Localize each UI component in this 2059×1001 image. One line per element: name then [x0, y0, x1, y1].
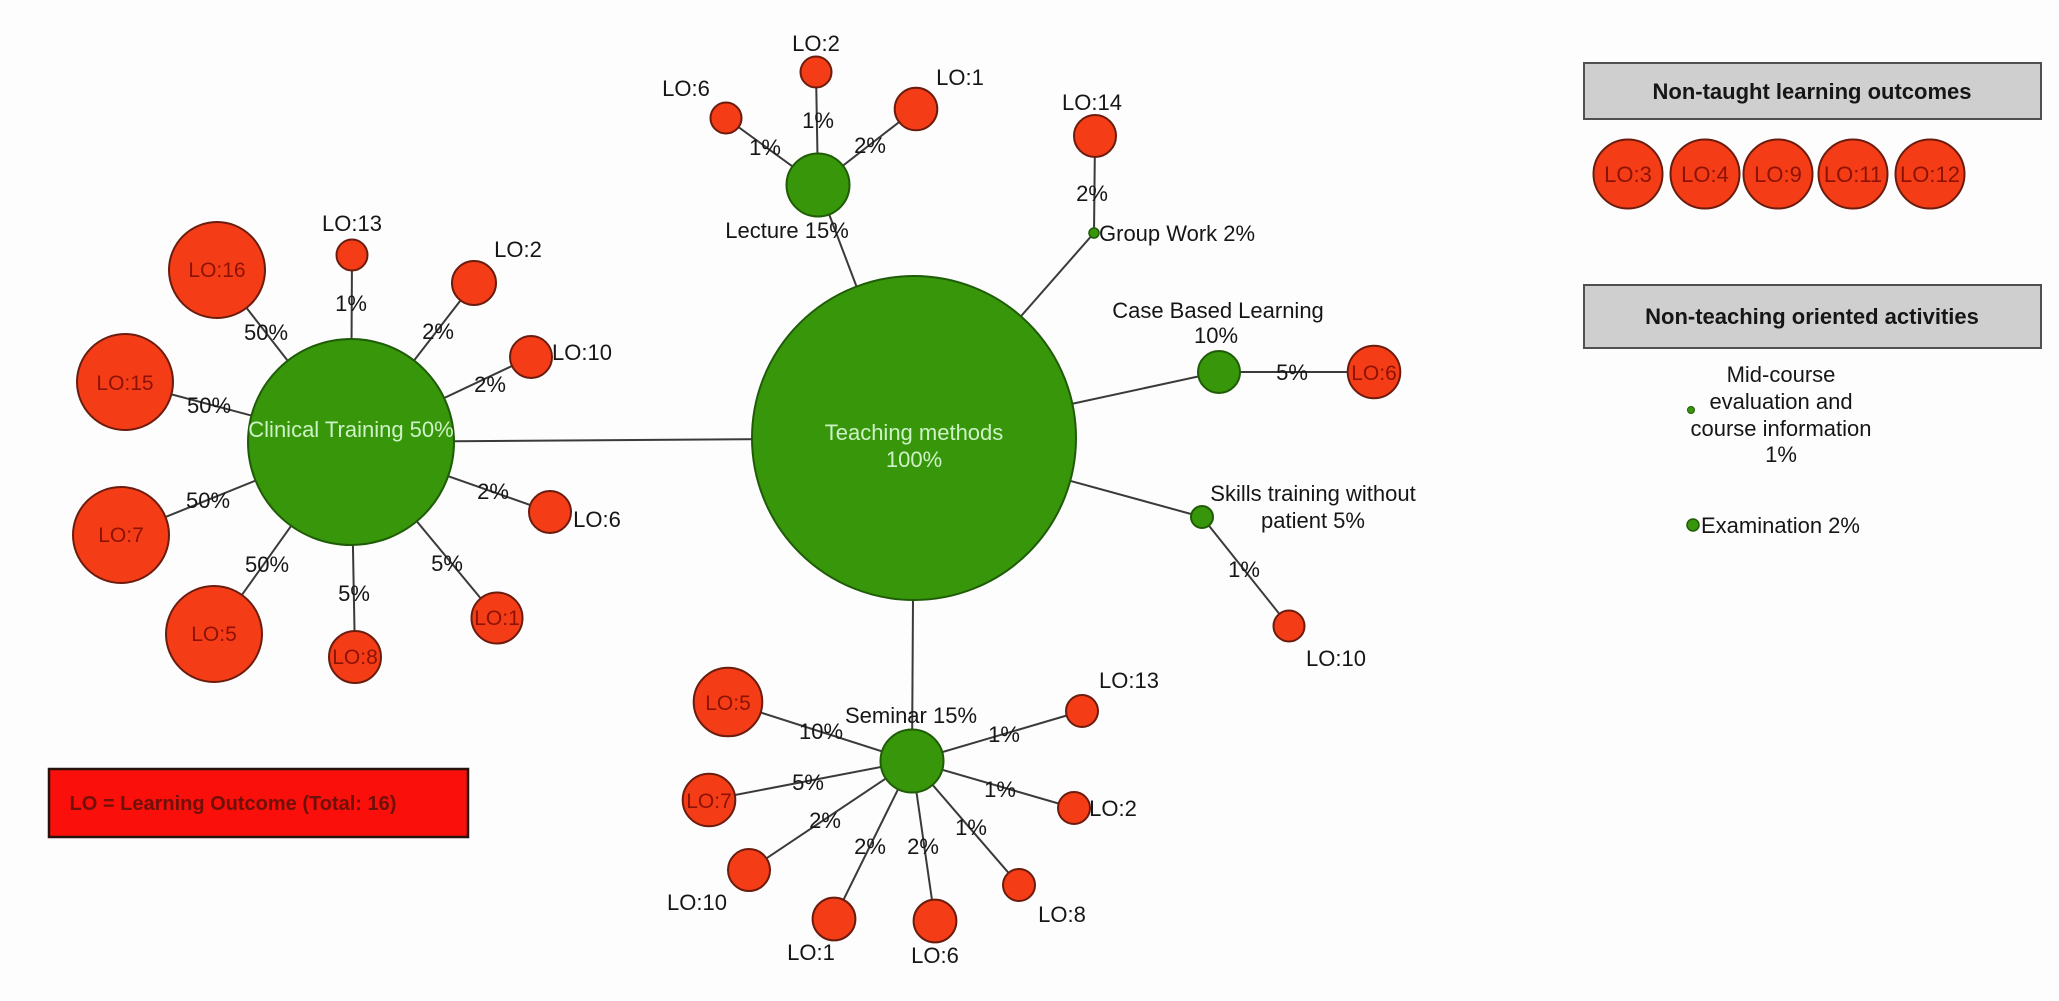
- svg-text:LO:1: LO:1: [787, 940, 835, 965]
- svg-text:LO:8: LO:8: [332, 646, 378, 669]
- svg-text:LO:6: LO:6: [911, 943, 959, 968]
- svg-text:LO:1: LO:1: [474, 607, 520, 630]
- svg-text:1%: 1%: [1228, 557, 1260, 582]
- svg-text:50%: 50%: [187, 393, 231, 418]
- svg-text:LO:10: LO:10: [1306, 646, 1366, 671]
- svg-text:1%: 1%: [335, 291, 367, 316]
- svg-text:LO:7: LO:7: [686, 790, 732, 813]
- svg-text:patient 5%: patient 5%: [1261, 508, 1365, 533]
- svg-text:5%: 5%: [1276, 360, 1308, 385]
- svg-text:50%: 50%: [244, 320, 288, 345]
- svg-text:LO:10: LO:10: [552, 340, 612, 365]
- svg-text:2%: 2%: [809, 808, 841, 833]
- svg-text:1%: 1%: [988, 722, 1020, 747]
- svg-text:100%: 100%: [886, 447, 942, 472]
- svg-text:5%: 5%: [431, 551, 463, 576]
- svg-text:LO:15: LO:15: [96, 372, 153, 395]
- svg-text:evaluation and: evaluation and: [1709, 389, 1852, 414]
- svg-text:10%: 10%: [799, 719, 843, 744]
- svg-text:LO:2: LO:2: [792, 31, 840, 56]
- svg-text:Non-taught learning outcomes: Non-taught learning outcomes: [1653, 79, 1972, 104]
- svg-text:Teaching methods: Teaching methods: [825, 420, 1004, 445]
- svg-text:5%: 5%: [338, 581, 370, 606]
- svg-text:LO:14: LO:14: [1062, 90, 1122, 115]
- svg-text:LO:13: LO:13: [1099, 668, 1159, 693]
- svg-text:2%: 2%: [474, 372, 506, 397]
- svg-text:LO:2: LO:2: [494, 237, 542, 262]
- svg-text:1%: 1%: [802, 108, 834, 133]
- svg-text:LO:10: LO:10: [667, 890, 727, 915]
- svg-text:Group Work 2%: Group Work 2%: [1099, 221, 1255, 246]
- svg-text:LO:5: LO:5: [191, 623, 237, 646]
- svg-text:Seminar 15%: Seminar 15%: [845, 703, 977, 728]
- svg-text:course information: course information: [1691, 416, 1872, 441]
- svg-text:LO:16: LO:16: [188, 259, 245, 282]
- svg-text:LO:8: LO:8: [1038, 902, 1086, 927]
- svg-text:Skills training without: Skills training without: [1210, 481, 1415, 506]
- svg-text:Case Based Learning: Case Based Learning: [1112, 298, 1324, 323]
- svg-text:LO:2: LO:2: [1089, 796, 1137, 821]
- svg-text:LO:1: LO:1: [936, 65, 984, 90]
- svg-text:Non-teaching oriented activiti: Non-teaching oriented activities: [1645, 304, 1979, 329]
- svg-text:LO:13: LO:13: [322, 211, 382, 236]
- svg-text:LO:12: LO:12: [1900, 162, 1960, 187]
- svg-text:1%: 1%: [955, 815, 987, 840]
- svg-text:LO = Learning Outcome (Total:: LO = Learning Outcome (Total: 16): [70, 793, 397, 815]
- svg-text:LO:3: LO:3: [1604, 162, 1652, 187]
- svg-text:2%: 2%: [1076, 181, 1108, 206]
- svg-text:2%: 2%: [422, 319, 454, 344]
- svg-text:2%: 2%: [477, 479, 509, 504]
- svg-text:2%: 2%: [854, 133, 886, 158]
- svg-text:LO:4: LO:4: [1681, 162, 1729, 187]
- svg-text:10%: 10%: [1194, 323, 1238, 348]
- svg-text:1%: 1%: [1765, 442, 1797, 467]
- svg-text:50%: 50%: [186, 488, 230, 513]
- svg-text:Mid-course: Mid-course: [1727, 362, 1836, 387]
- svg-text:LO:6: LO:6: [662, 76, 710, 101]
- svg-text:1%: 1%: [984, 777, 1016, 802]
- svg-text:LO:9: LO:9: [1754, 162, 1802, 187]
- svg-text:2%: 2%: [907, 834, 939, 859]
- svg-text:Clinical Training 50%: Clinical Training 50%: [248, 417, 453, 442]
- svg-text:Examination 2%: Examination 2%: [1701, 513, 1860, 538]
- svg-text:LO:11: LO:11: [1824, 162, 1882, 187]
- svg-text:LO:7: LO:7: [98, 524, 144, 547]
- svg-text:LO:6: LO:6: [1351, 362, 1397, 385]
- svg-text:50%: 50%: [245, 552, 289, 577]
- svg-text:Lecture 15%: Lecture 15%: [725, 218, 849, 243]
- svg-text:LO:5: LO:5: [705, 692, 751, 715]
- svg-text:1%: 1%: [749, 135, 781, 160]
- svg-text:LO:6: LO:6: [573, 507, 621, 532]
- svg-text:2%: 2%: [854, 834, 886, 859]
- svg-text:5%: 5%: [792, 770, 824, 795]
